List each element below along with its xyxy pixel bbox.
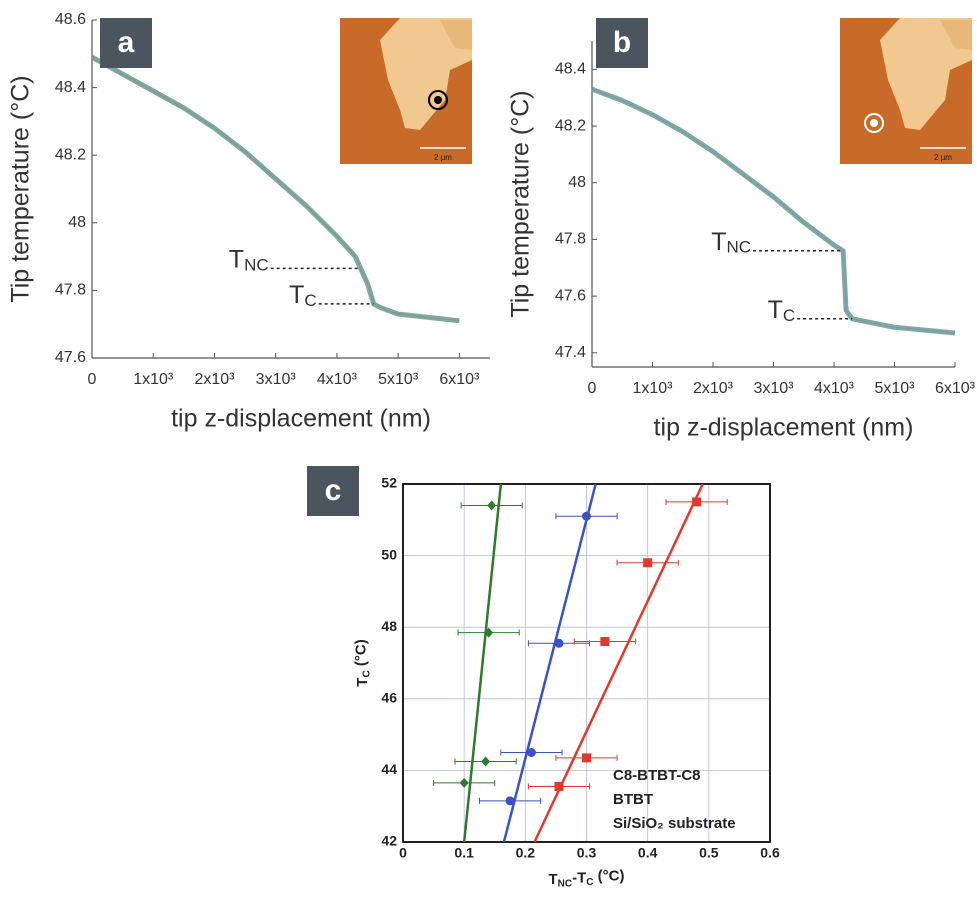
temperature-curve-core (91, 56, 460, 322)
x-tick-label: 0.5 (699, 845, 719, 861)
legend-label: C8-BTBT-C8 (613, 767, 701, 784)
y-tick-label: 48.6 (55, 11, 86, 28)
inset-a (340, 18, 472, 164)
panel-label: b (613, 26, 631, 59)
y-tick-label: 50 (381, 546, 397, 562)
panel-label-box (100, 18, 152, 68)
x-tick-label: 1x10³ (632, 380, 673, 397)
x-tick-label: 3x10³ (753, 380, 794, 397)
legend-label: BTBT (613, 791, 653, 808)
inset-scale: 2 µm (434, 153, 452, 162)
annotation-label: TC (768, 295, 796, 325)
y-tick-label: 48.4 (555, 61, 586, 78)
y-tick-label: 42 (381, 833, 397, 849)
panel-label-box (596, 18, 648, 68)
x-axis-label: tip z-displacement (nm) (654, 414, 914, 442)
y-tick-label: 52 (381, 475, 397, 491)
y-tick-label: 48 (68, 214, 86, 231)
x-tick-label: 0 (588, 380, 597, 397)
inset-b (840, 18, 972, 164)
y-tick-label: 47.6 (55, 349, 86, 366)
y-axis-label: Tip temperature (°C) (7, 75, 35, 302)
text-part: C (304, 291, 316, 310)
text-part: T (229, 245, 244, 273)
plot-border (402, 483, 771, 843)
y-tick-label: 48.2 (555, 117, 586, 134)
text-part: T (768, 295, 783, 323)
point (487, 500, 497, 511)
text-part: (°C) (594, 867, 625, 884)
panel-label-box (307, 466, 359, 516)
panel-label: c (325, 474, 342, 507)
text-part: T (548, 871, 557, 888)
temperature-curve-core (591, 88, 956, 334)
x-tick-label: 1x10³ (133, 371, 174, 388)
annotation-label: TNC (229, 245, 269, 275)
text-part: T (289, 281, 304, 309)
x-tick-label: 0 (399, 845, 407, 861)
text-part: C (361, 670, 372, 677)
y-tick-label: 47.4 (555, 344, 586, 361)
text-part: T (354, 678, 371, 687)
text-part: (°C) (352, 639, 369, 670)
y-tick-label: 44 (381, 761, 397, 777)
fit-line (462, 483, 503, 843)
y-tick-label: 48 (568, 174, 586, 191)
text-part: -T (572, 869, 586, 886)
insets (340, 18, 972, 164)
point (643, 558, 653, 568)
x-tick-label: 2x10³ (693, 380, 734, 397)
x-tick-label: 5x10³ (378, 371, 419, 388)
panel-label: a (118, 26, 135, 59)
point (582, 753, 591, 763)
y-tick-label: 47.6 (555, 287, 586, 304)
point (600, 637, 610, 647)
y-tick-label: 47.8 (555, 231, 586, 248)
point (554, 782, 564, 792)
y-tick-label: 48 (381, 618, 397, 634)
x-tick-label: 0.6 (760, 845, 780, 861)
x-axis-label: TNC-TC (°C) (548, 867, 624, 889)
y-tick-label: 48.4 (55, 79, 86, 96)
annotation-label: TNC (711, 227, 751, 257)
point (484, 627, 494, 638)
point (459, 777, 469, 788)
text-part: NC (244, 256, 269, 275)
y-tick-label: 47.8 (55, 282, 86, 299)
text-part: C (783, 306, 795, 325)
y-tick-label: 46 (381, 690, 397, 706)
legend-label: Si/SiO₂ substrate (613, 815, 736, 832)
annotation-label: TC (289, 281, 317, 311)
point (582, 511, 591, 521)
inset-scale: 2 µm (934, 153, 952, 162)
x-tick-label: 6x10³ (439, 371, 480, 388)
x-tick-label: 0 (88, 371, 97, 388)
x-tick-label: 2x10³ (194, 371, 235, 388)
x-tick-label: 6x10³ (935, 380, 976, 397)
x-tick-label: 0.4 (638, 845, 658, 861)
x-tick-label: 4x10³ (317, 371, 358, 388)
point (526, 748, 536, 757)
y-tick-label: 48.2 (55, 146, 86, 163)
point (554, 638, 564, 648)
text-part: T (711, 227, 726, 255)
point (505, 796, 515, 806)
point (481, 756, 491, 767)
fit-line (502, 483, 597, 843)
text-part: NC (727, 238, 752, 257)
x-tick-label: 0.2 (516, 845, 536, 861)
x-tick-label: 0.3 (577, 845, 597, 861)
x-axis-label: tip z-displacement (nm) (171, 405, 431, 433)
x-tick-label: 3x10³ (256, 371, 297, 388)
x-tick-label: 4x10³ (814, 380, 855, 397)
point (692, 497, 702, 507)
text-part: NC (558, 878, 572, 889)
y-axis-label: TC (°C) (352, 639, 372, 686)
x-tick-label: 5x10³ (874, 380, 915, 397)
text-part: C (586, 876, 593, 887)
x-tick-label: 0.1 (454, 845, 474, 861)
y-axis-label: Tip temperature (°C) (507, 90, 535, 317)
